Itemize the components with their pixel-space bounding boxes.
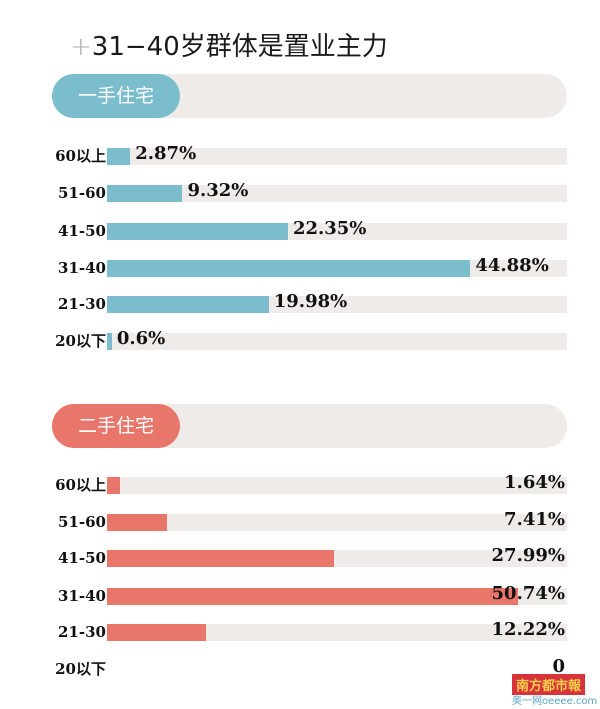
section-header-resale-homes: 二手住宅 — [52, 404, 567, 448]
value-label: 12.22% — [491, 619, 565, 640]
bar — [107, 260, 471, 277]
category-label: 51-60 — [58, 513, 106, 531]
value-label: 50.74% — [491, 583, 565, 604]
bar — [107, 550, 334, 567]
value-label: 0.6% — [116, 328, 166, 349]
value-label: 2.87% — [135, 143, 197, 164]
bar — [107, 333, 112, 350]
category-label: 21-30 — [58, 295, 106, 313]
value-label: 1.64% — [504, 472, 565, 493]
category-label: 31-40 — [58, 259, 106, 277]
category-label: 20以下 — [55, 332, 106, 350]
value-label: 19.98% — [273, 291, 348, 312]
bar-row: 41-50 22.35% — [0, 218, 600, 241]
bar — [107, 185, 183, 202]
section-header-new-homes: 一手住宅 — [52, 74, 567, 118]
category-label: 20以下 — [55, 660, 106, 678]
site-watermark: 奥一网oeeee.com — [512, 696, 598, 707]
bar — [107, 624, 206, 641]
bar-track — [107, 260, 567, 277]
bar-track — [107, 514, 567, 531]
bar-row: 31-40 44.88% — [0, 255, 600, 278]
bar — [107, 588, 518, 605]
bar-row: 51-60 9.32% — [0, 180, 600, 203]
category-label: 21-30 — [58, 623, 106, 641]
bar-row: 60以上 2.87% — [0, 143, 600, 166]
bar-row: 41-50 27.99% — [0, 545, 600, 568]
bar-track — [107, 624, 567, 641]
value-label: 9.32% — [187, 180, 249, 201]
value-label: 22.35% — [292, 218, 367, 239]
category-label: 51-60 — [58, 184, 106, 202]
category-label: 60以上 — [55, 147, 106, 165]
plus-icon: + — [70, 32, 92, 62]
category-label: 41-50 — [58, 222, 106, 240]
bar — [107, 148, 131, 165]
category-label: 41-50 — [58, 549, 106, 567]
bar — [107, 296, 269, 313]
bar-track — [107, 185, 567, 202]
bar — [107, 514, 167, 531]
bar-row: 20以下 0 — [0, 656, 600, 679]
newspaper-logo: 南方都市報 — [512, 674, 586, 695]
bar-row: 51-60 7.41% — [0, 509, 600, 532]
value-label: 0 — [552, 656, 565, 677]
value-label: 44.88% — [475, 255, 549, 276]
category-label: 31-40 — [58, 587, 106, 605]
bar-track — [107, 550, 567, 567]
bar-row: 31-40 50.74% — [0, 583, 600, 606]
bar-track — [107, 223, 567, 240]
bar-track — [107, 296, 567, 313]
bar-row: 21-30 12.22% — [0, 619, 600, 642]
bar-row: 20以下 0.6% — [0, 328, 600, 351]
value-label: 7.41% — [504, 509, 565, 530]
bar-track — [107, 588, 567, 605]
value-label: 27.99% — [491, 545, 565, 566]
bar-row: 60以上 1.64% — [0, 472, 600, 495]
bar-row: 21-30 19.98% — [0, 291, 600, 314]
category-label: 60以上 — [55, 476, 106, 494]
bar-track — [107, 333, 567, 350]
chart-title: +31−40岁群体是置业主力 — [70, 32, 388, 62]
bar-track — [107, 477, 567, 494]
bar — [107, 223, 288, 240]
bar — [107, 477, 121, 494]
bar-track — [107, 148, 567, 165]
